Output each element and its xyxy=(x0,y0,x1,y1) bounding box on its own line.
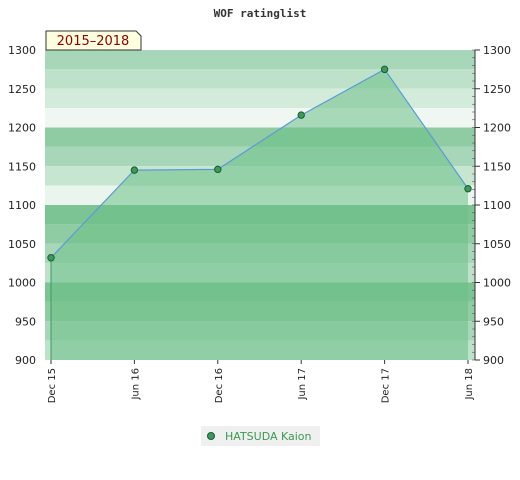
legend-marker xyxy=(207,432,215,440)
x-tick-label: Dec 16 xyxy=(214,368,225,403)
x-tick-label: Jun 18 xyxy=(464,368,475,401)
y-tick-label-left: 1250 xyxy=(8,83,36,96)
y-tick-label-right: 950 xyxy=(483,315,504,328)
y-tick-label-left: 1150 xyxy=(8,160,36,173)
y-tick-label-right: 1300 xyxy=(483,44,511,57)
data-point xyxy=(464,185,472,193)
y-axis-left: 900 950 1000 1050 1100 1150 1200 1250 1300 xyxy=(8,44,36,367)
y-axis-right: 900 950 1000 1050 1100 1150 1200 1250 1300 xyxy=(474,44,511,367)
x-tick-label: Jun 16 xyxy=(130,368,141,401)
legend-label: HATSUDA Kaion xyxy=(225,430,312,443)
data-point xyxy=(214,165,222,174)
y-tick-label-right: 1000 xyxy=(483,277,511,290)
x-tick-label: Dec 15 xyxy=(47,368,58,403)
y-tick-label-left: 1050 xyxy=(8,238,36,251)
data-point xyxy=(130,166,139,174)
band xyxy=(45,88,475,109)
data-point xyxy=(297,111,305,119)
y-tick-label-left: 1100 xyxy=(8,199,36,212)
y-tick-label-right: 900 xyxy=(483,354,504,367)
series-area xyxy=(51,69,468,360)
y-tick-label-right: 1200 xyxy=(483,122,511,135)
series-points xyxy=(47,65,472,360)
y-tick-label-left: 900 xyxy=(15,354,36,367)
y-tick-label-right: 1150 xyxy=(483,160,511,173)
period-label-text: 2015–2018 xyxy=(57,34,130,49)
band xyxy=(45,69,475,89)
period-label: 2015–2018 xyxy=(45,30,142,51)
band xyxy=(45,50,475,70)
y-tick-label-left: 1300 xyxy=(8,44,36,57)
y-tick-label-left: 1200 xyxy=(8,122,36,135)
y-tick-label-right: 1250 xyxy=(483,83,511,96)
data-point xyxy=(47,254,55,262)
series-line xyxy=(50,68,469,259)
y-tick-label-left: 1000 xyxy=(8,277,36,290)
x-axis: Dec 15 Jun 16 Dec 16 Jun 17 Dec 17 Jun 18 xyxy=(47,360,475,403)
x-tick-label: Jun 17 xyxy=(297,368,308,401)
chart-title: WOF ratinglist xyxy=(214,7,307,20)
y-tick-label-left: 950 xyxy=(15,315,36,328)
data-point xyxy=(380,65,389,74)
y-tick-label-right: 1050 xyxy=(483,238,511,251)
x-tick-label: Dec 17 xyxy=(381,368,392,403)
legend[interactable]: HATSUDA Kaion xyxy=(201,426,320,446)
y-tick-label-right: 1100 xyxy=(483,199,511,212)
